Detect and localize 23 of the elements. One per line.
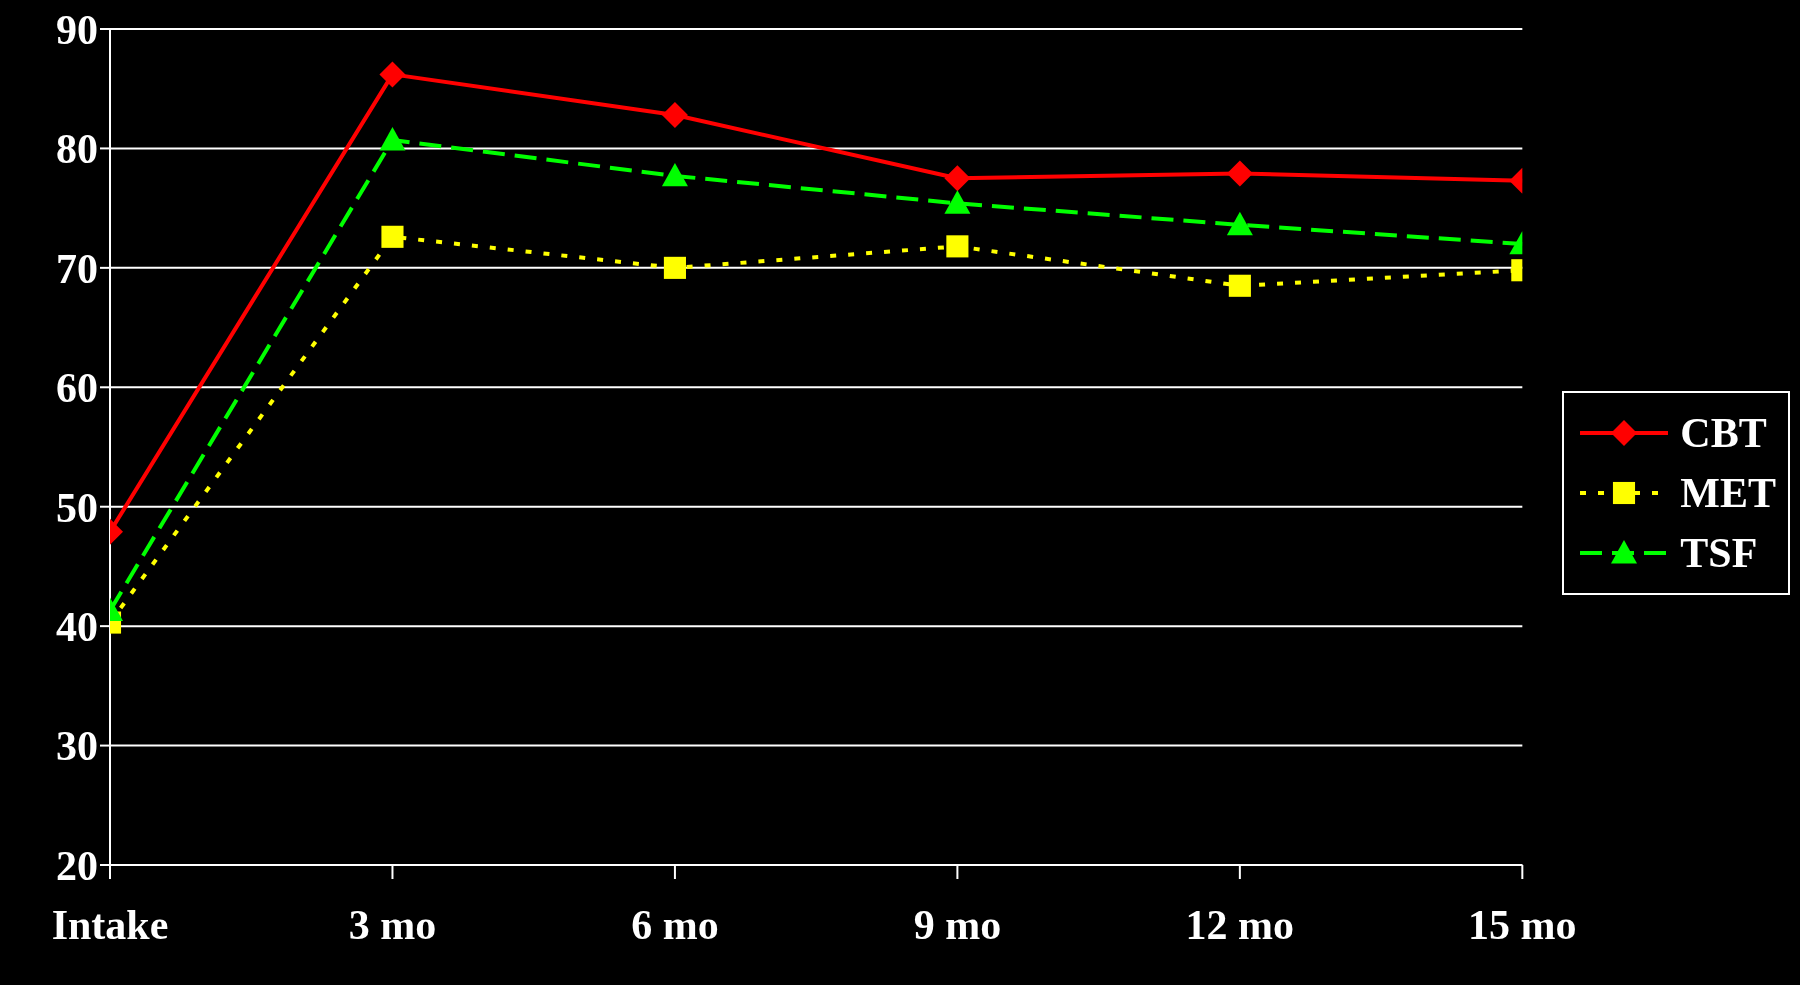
y-tick-label: 50 — [56, 484, 98, 531]
y-tick-label: 60 — [56, 365, 98, 412]
x-tick-label: Intake — [51, 901, 169, 948]
y-tick-label: 30 — [56, 723, 98, 770]
legend-label: TSF — [1680, 528, 1758, 577]
x-tick-label: 15 mo — [1468, 901, 1577, 948]
legend-label: MET — [1680, 468, 1776, 517]
point — [944, 190, 971, 214]
legend-label: CBT — [1680, 408, 1767, 457]
y-tick-label: 40 — [56, 604, 98, 651]
x-tick-label: 12 mo — [1185, 901, 1295, 948]
point — [663, 256, 686, 279]
y-tick-label: 70 — [56, 245, 98, 292]
x-tick-label: 9 mo — [913, 901, 1002, 948]
point — [661, 162, 688, 187]
point — [661, 101, 688, 128]
y-tick-label: 80 — [56, 126, 98, 173]
x-tick-label: 6 mo — [631, 901, 719, 948]
x-tick-label: 3 mo — [348, 901, 437, 948]
y-tick-label: 90 — [56, 6, 98, 53]
point — [944, 165, 971, 192]
y-tick-label: 20 — [56, 842, 98, 889]
point — [946, 235, 969, 258]
